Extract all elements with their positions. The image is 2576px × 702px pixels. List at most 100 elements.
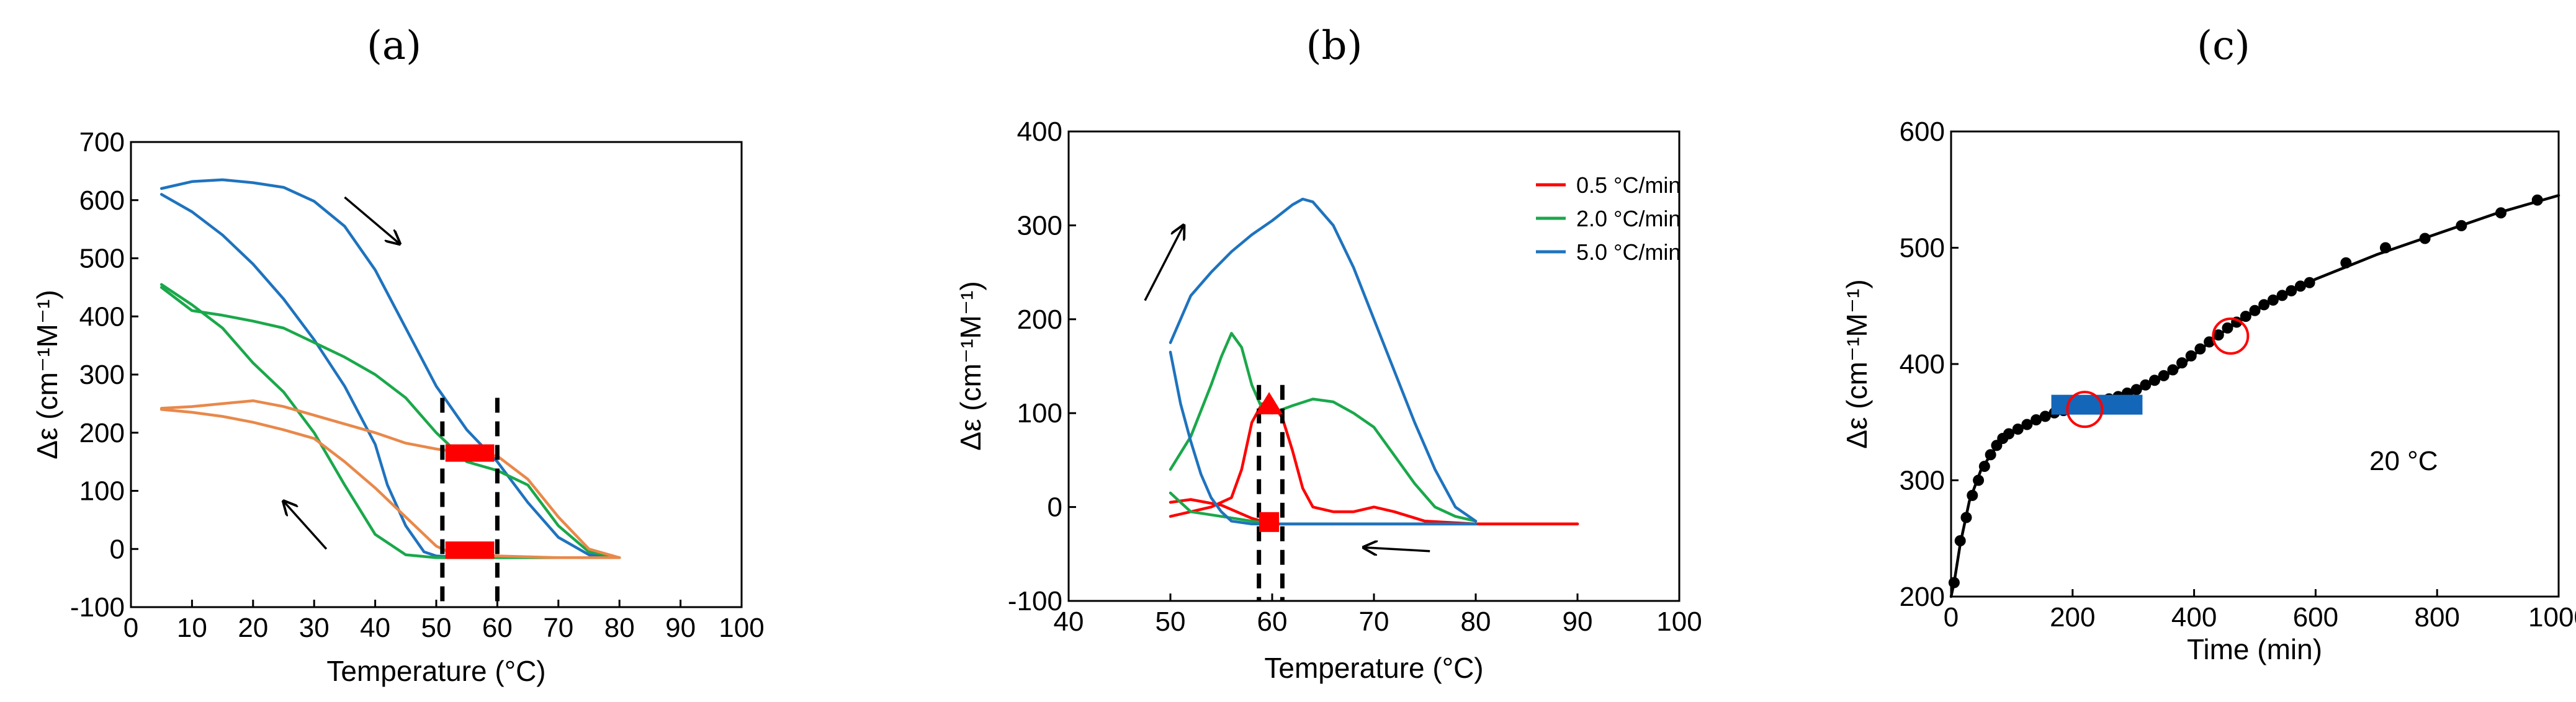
panel-0-marks: [159, 178, 621, 607]
data-point: [2419, 233, 2431, 244]
panel-b-plot-frame: [1067, 130, 1681, 602]
x-tick-label: 70: [1359, 606, 1389, 637]
data-point: [2258, 299, 2270, 311]
y-tick-label: 400: [1900, 349, 1945, 380]
data-point: [2039, 411, 2051, 422]
panel-c-y-axis-title: Δε (cm⁻¹M⁻¹): [1841, 279, 1873, 448]
data-point: [2531, 194, 2543, 206]
y-tick-label: 200: [1900, 582, 1945, 612]
panel-b-x-axis-title: Temperature (°C): [1264, 652, 1483, 684]
data-point: [1985, 449, 1996, 461]
highlight-bar: [445, 541, 495, 559]
data-point: [2240, 311, 2251, 322]
highlight-circle: [2066, 391, 2104, 429]
data-point: [2148, 375, 2160, 386]
x-tick-label: 50: [421, 613, 452, 643]
y-tick-label: 100: [79, 476, 125, 507]
series-line-4: [1169, 197, 1478, 523]
x-tick-label: 40: [360, 613, 390, 643]
series-line-0: [159, 178, 621, 559]
data-point: [1978, 461, 1990, 472]
legend-label-5-0: 5.0 °C/min: [1576, 239, 1681, 265]
x-tick-label: 200: [2050, 602, 2095, 633]
panel-c-temperature-annotation: 20 °C: [2369, 446, 2438, 476]
x-tick-label: 0: [1944, 602, 1959, 633]
x-tick-label: 90: [1563, 606, 1593, 637]
data-point: [2212, 329, 2224, 341]
data-point: [2456, 220, 2467, 231]
y-tick-label: 600: [1900, 117, 1945, 147]
data-point: [1954, 535, 1966, 546]
legend-label-0-5: 0.5 °C/min: [1576, 172, 1681, 198]
panel-b-y-axis-title: Δε (cm⁻¹M⁻¹): [954, 281, 987, 450]
data-point: [2495, 207, 2506, 219]
x-tick-label: 60: [1257, 606, 1288, 637]
panel-b-label: (b): [1306, 23, 1363, 69]
data-point: [1967, 489, 1978, 501]
data-point: [2158, 370, 2170, 381]
data-point: [2379, 242, 2391, 254]
x-tick-label: 80: [604, 613, 635, 643]
series-line-2: [1169, 332, 1478, 523]
panel-a-x-axis-title: Temperature (°C): [326, 655, 545, 687]
data-point: [2167, 364, 2179, 376]
x-tick-label: 0: [123, 613, 138, 643]
series-line-4: [159, 399, 621, 559]
data-point: [2276, 290, 2288, 301]
y-tick-label: 300: [1017, 210, 1062, 241]
x-tick-label: 60: [482, 613, 513, 643]
y-tick-label: 0: [110, 534, 125, 564]
highlight-bar: [445, 444, 495, 462]
data-point: [2249, 304, 2261, 316]
data-point: [1973, 474, 1985, 486]
y-tick-label: 500: [79, 244, 125, 274]
panel-a-y-axis-title: Δε (cm⁻¹M⁻¹): [31, 290, 63, 459]
triangle-marker: [1255, 392, 1283, 415]
x-tick-label: 10: [177, 613, 207, 643]
y-tick-label: 200: [79, 418, 125, 448]
x-tick-label: 400: [2171, 602, 2217, 633]
data-point: [1960, 512, 1972, 523]
y-tick-label: 500: [1900, 233, 1945, 264]
y-tick-label: 400: [1017, 117, 1062, 147]
x-tick-label: 100: [1656, 606, 1702, 637]
square-marker: [1259, 512, 1280, 532]
panel-c: (c) Time (min) Δε (cm⁻¹M⁻¹) 20 °C 0 200 40…: [1841, 23, 2576, 665]
x-tick-label: 30: [299, 613, 330, 643]
x-tick-label: 70: [543, 613, 573, 643]
series-line-2: [159, 286, 621, 559]
panel-b-legend: 0.5 °C/min 2.0 °C/min 5.0 °C/min: [1536, 172, 1681, 265]
x-tick-label: 800: [2414, 602, 2459, 633]
legend-label-2-0: 2.0 °C/min: [1576, 206, 1681, 231]
y-tick-label: 400: [79, 301, 125, 332]
x-tick-label: 90: [665, 613, 696, 643]
y-tick-label: -100: [70, 592, 125, 623]
panel-2-marks: [1948, 193, 2560, 598]
x-tick-label: 40: [1054, 606, 1084, 637]
data-point: [2194, 343, 2206, 355]
data-point: [2130, 384, 2142, 396]
y-tick-label: 0: [1048, 492, 1062, 523]
panel-c-plot-frame: [1950, 130, 2560, 598]
direction-arrow: [1364, 548, 1430, 551]
data-point: [2176, 357, 2188, 369]
data-point: [2304, 277, 2315, 288]
y-tick-label: 600: [79, 185, 125, 216]
data-point: [2031, 414, 2042, 425]
panel-a-plot-frame: [130, 141, 743, 608]
data-point: [2294, 280, 2306, 292]
data-point: [2286, 285, 2297, 296]
y-tick-label: 200: [1017, 304, 1062, 335]
data-point: [2204, 336, 2215, 348]
data-point: [2267, 294, 2279, 306]
series-line-5: [159, 408, 621, 559]
x-tick-label: 20: [238, 613, 268, 643]
data-point: [2012, 424, 2024, 435]
data-point: [2340, 257, 2352, 269]
series-line-5: [1169, 350, 1478, 526]
highlight-circle: [2212, 318, 2250, 355]
data-point: [2222, 322, 2233, 334]
panel-a: (a) Temperature (°C) Δε (cm⁻¹M⁻¹) 0 10 20 3…: [31, 23, 765, 687]
